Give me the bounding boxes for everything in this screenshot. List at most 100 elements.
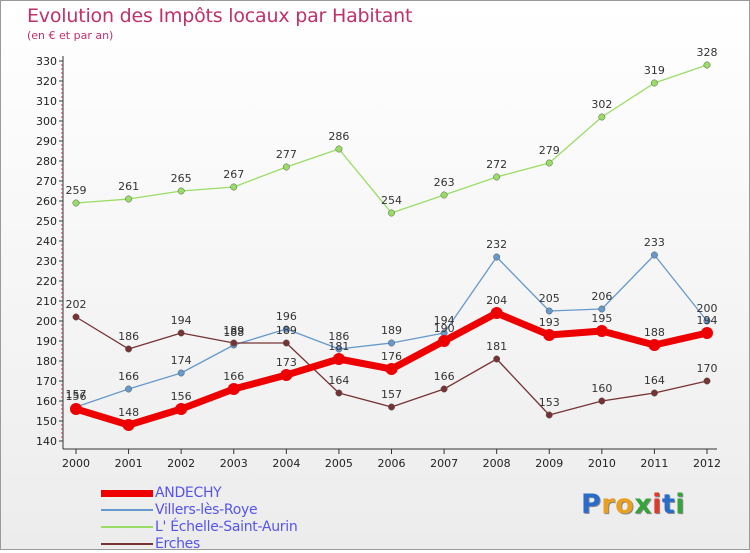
data-label: 166 bbox=[434, 370, 455, 383]
data-label: 189 bbox=[223, 324, 244, 337]
data-point bbox=[70, 403, 82, 415]
data-label: 205 bbox=[539, 292, 560, 305]
data-label: 265 bbox=[171, 172, 192, 185]
data-point bbox=[282, 325, 290, 333]
data-label: 156 bbox=[171, 390, 192, 403]
data-label: 194 bbox=[171, 314, 192, 327]
data-point bbox=[650, 251, 658, 259]
data-label: 188 bbox=[644, 326, 665, 339]
data-point bbox=[648, 339, 661, 351]
data-point bbox=[493, 253, 501, 261]
data-label: 328 bbox=[697, 46, 718, 59]
data-point bbox=[388, 339, 395, 347]
legend-swatch bbox=[101, 509, 153, 511]
data-point bbox=[598, 397, 606, 405]
data-label: 190 bbox=[434, 322, 455, 335]
data-point bbox=[388, 209, 395, 217]
data-label: 164 bbox=[328, 374, 349, 387]
data-point bbox=[122, 419, 135, 431]
y-tick-label: 310 bbox=[36, 95, 57, 108]
legend-swatch bbox=[101, 489, 153, 497]
data-label: 170 bbox=[697, 362, 718, 375]
data-point bbox=[595, 325, 608, 337]
chart-title: Evolution des Impôts locaux par Habitant bbox=[27, 5, 413, 27]
data-label: 279 bbox=[539, 144, 560, 157]
data-label: 206 bbox=[591, 290, 612, 303]
data-point bbox=[493, 355, 501, 363]
data-label: 157 bbox=[66, 388, 87, 401]
data-label: 166 bbox=[223, 370, 244, 383]
x-tick-label: 2011 bbox=[640, 457, 668, 470]
data-label: 189 bbox=[276, 324, 297, 337]
data-label: 164 bbox=[644, 374, 665, 387]
data-point bbox=[335, 345, 343, 353]
y-tick-label: 220 bbox=[36, 275, 57, 288]
data-label: 181 bbox=[328, 340, 349, 353]
data-label: 259 bbox=[66, 184, 87, 197]
x-tick-label: 2005 bbox=[325, 457, 353, 470]
data-label: 148 bbox=[118, 406, 139, 419]
data-label: 160 bbox=[591, 382, 612, 395]
y-tick-label: 330 bbox=[36, 55, 57, 68]
data-label: 188 bbox=[223, 326, 244, 339]
chart-subtitle: (en € et par an) bbox=[27, 29, 114, 42]
y-tick-label: 180 bbox=[36, 355, 57, 368]
x-tick-label: 2003 bbox=[220, 457, 248, 470]
y-tick-label: 300 bbox=[36, 115, 57, 128]
logo-letter: P bbox=[581, 489, 602, 520]
x-tick-label: 2004 bbox=[272, 457, 300, 470]
logo-letter: i bbox=[652, 489, 662, 520]
y-tick-label: 200 bbox=[36, 315, 57, 328]
data-point bbox=[545, 159, 553, 167]
data-point bbox=[490, 307, 503, 319]
logo-letter: o bbox=[615, 489, 635, 520]
y-tick-label: 230 bbox=[36, 255, 57, 268]
data-label: 232 bbox=[486, 238, 507, 251]
y-tick-label: 160 bbox=[36, 395, 57, 408]
data-label: 194 bbox=[697, 314, 718, 327]
data-point bbox=[650, 79, 658, 87]
data-point bbox=[545, 411, 553, 419]
x-tick-label: 2001 bbox=[115, 457, 143, 470]
x-tick-label: 2010 bbox=[588, 457, 616, 470]
data-point bbox=[72, 199, 80, 207]
data-point bbox=[440, 385, 448, 393]
data-point bbox=[125, 385, 133, 393]
data-point bbox=[72, 313, 80, 321]
logo-letter: i bbox=[675, 489, 686, 520]
data-point bbox=[175, 403, 188, 415]
data-point bbox=[230, 339, 238, 347]
data-point bbox=[282, 339, 290, 347]
data-label: 263 bbox=[434, 176, 455, 189]
x-tick-label: 2007 bbox=[430, 457, 458, 470]
data-point bbox=[703, 61, 711, 69]
series-line bbox=[75, 64, 708, 214]
data-point bbox=[438, 335, 451, 347]
data-point bbox=[545, 307, 553, 315]
data-label: 181 bbox=[486, 340, 507, 353]
logo-letter: t bbox=[661, 489, 676, 520]
data-point bbox=[598, 113, 606, 121]
data-point bbox=[701, 327, 713, 339]
data-label: 196 bbox=[276, 310, 297, 323]
legend-swatch bbox=[101, 543, 153, 545]
y-tick-label: 320 bbox=[36, 75, 57, 88]
data-label: 267 bbox=[223, 168, 244, 181]
data-label: 319 bbox=[644, 64, 665, 77]
data-label: 233 bbox=[644, 236, 665, 249]
data-point bbox=[280, 369, 293, 381]
data-label: 302 bbox=[591, 98, 612, 111]
data-label: 189 bbox=[381, 324, 402, 337]
x-tick-label: 2000 bbox=[62, 457, 90, 470]
y-tick-label: 290 bbox=[36, 135, 57, 148]
data-point bbox=[493, 173, 501, 181]
y-tick-label: 210 bbox=[36, 295, 57, 308]
data-point bbox=[125, 345, 133, 353]
logo-letter: r bbox=[601, 489, 616, 520]
x-tick-label: 2008 bbox=[483, 457, 511, 470]
data-label: 272 bbox=[486, 158, 507, 171]
data-label: 176 bbox=[381, 350, 402, 363]
data-label: 254 bbox=[381, 194, 402, 207]
data-point bbox=[703, 317, 711, 325]
